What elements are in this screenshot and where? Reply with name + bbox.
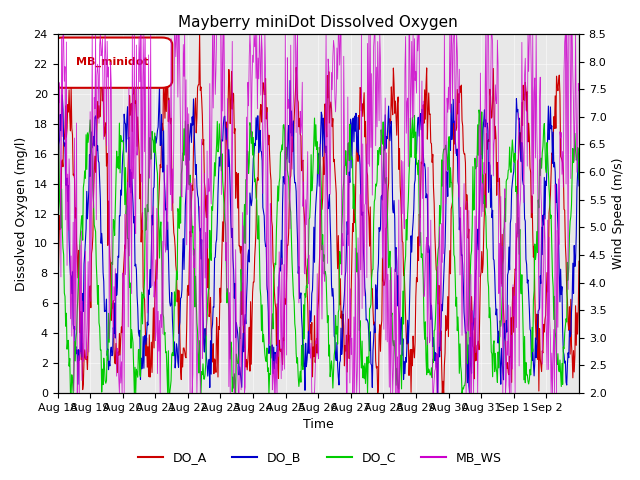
Legend: DO_A, DO_B, DO_C, MB_WS: DO_A, DO_B, DO_C, MB_WS — [133, 446, 507, 469]
Y-axis label: Dissolved Oxygen (mg/l): Dissolved Oxygen (mg/l) — [15, 136, 28, 291]
FancyBboxPatch shape — [52, 37, 172, 88]
X-axis label: Time: Time — [303, 419, 333, 432]
Title: Mayberry miniDot Dissolved Oxygen: Mayberry miniDot Dissolved Oxygen — [179, 15, 458, 30]
Text: MB_minidot: MB_minidot — [76, 57, 148, 67]
Y-axis label: Wind Speed (m/s): Wind Speed (m/s) — [612, 158, 625, 269]
